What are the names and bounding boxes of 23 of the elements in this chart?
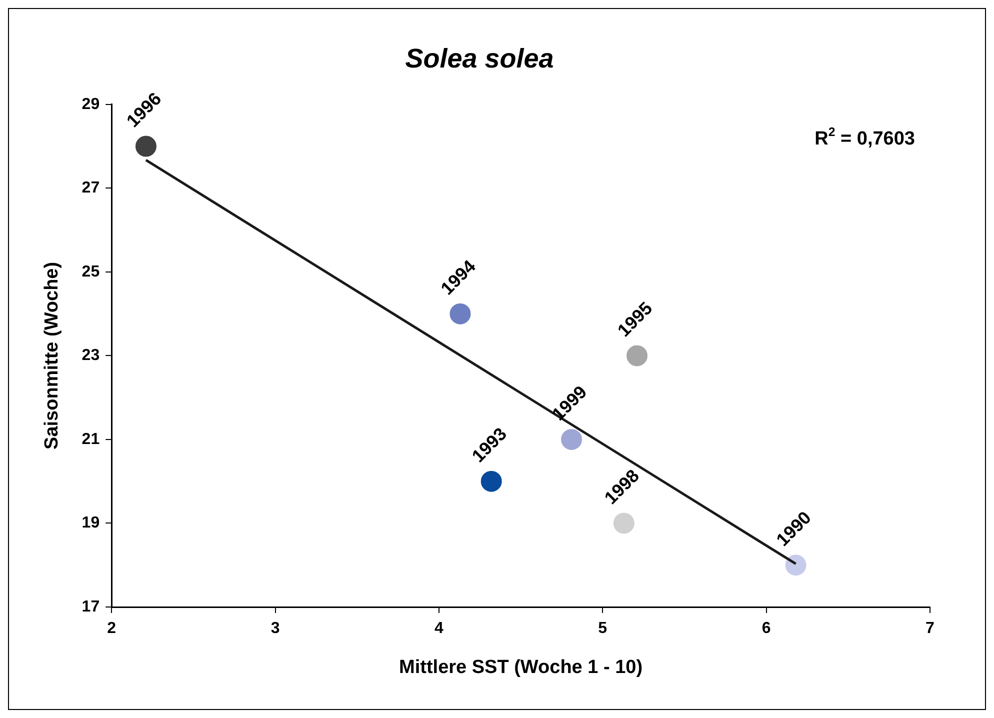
point	[626, 345, 648, 366]
x-axis-title: Mittlere SST (Woche 1 - 10)	[399, 656, 643, 678]
x-tick-label: 6	[762, 620, 771, 638]
x-tick-label: 3	[270, 620, 280, 638]
y-tick-label: 29	[82, 96, 100, 113]
x-tick-label: 4	[434, 620, 444, 638]
y-tick-label: 25	[82, 263, 100, 280]
y-tick-label: 23	[82, 347, 100, 364]
point	[450, 303, 471, 324]
x-tick-label: 5	[598, 620, 608, 638]
x-tick-label: 2	[107, 620, 116, 638]
point	[135, 136, 156, 157]
point	[561, 428, 582, 450]
y-tick-label: 27	[82, 180, 100, 197]
x-tick-label: 7	[926, 620, 935, 638]
y-tick-label: 17	[82, 598, 100, 616]
point	[613, 512, 634, 534]
y-axis-title: Saisonmitte (Woche)	[42, 262, 63, 450]
chart-title: Solea solea	[405, 44, 554, 74]
point	[785, 554, 806, 576]
point	[480, 470, 502, 492]
y-tick-label: 21	[82, 430, 100, 448]
y-tick-label: 19	[82, 514, 100, 532]
